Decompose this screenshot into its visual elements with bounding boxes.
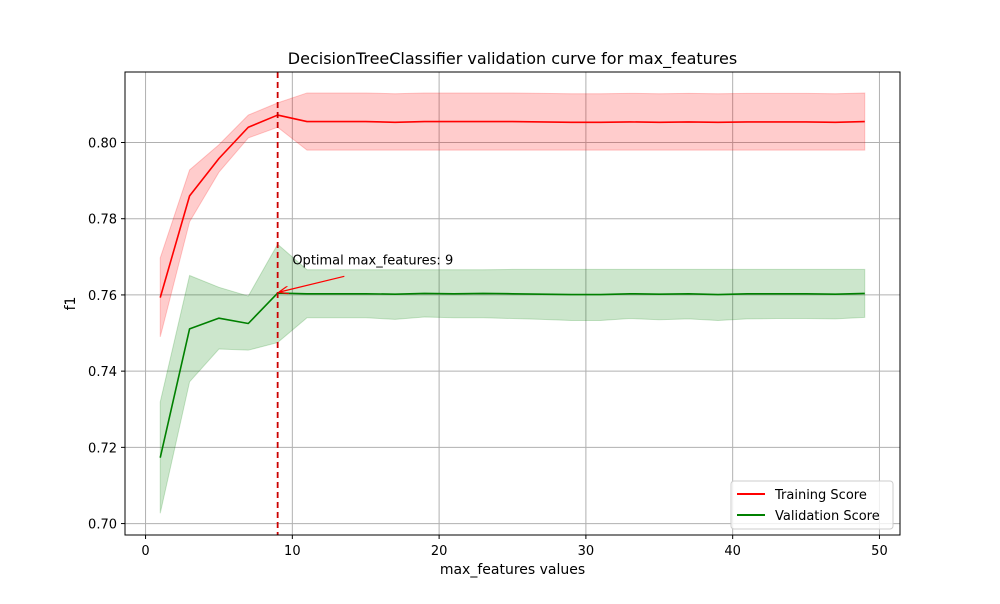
confidence-bands <box>159 92 866 514</box>
grid <box>125 72 900 535</box>
chart-title: DecisionTreeClassifier validation curve … <box>288 49 737 69</box>
x-tick-label: 30 <box>578 544 595 559</box>
training-score-band <box>159 92 866 337</box>
x-tick-label: 40 <box>724 544 741 559</box>
legend-label-validation: Validation Score <box>775 509 880 524</box>
legend-label-training: Training Score <box>774 488 867 503</box>
annotation-text: Optimal max_features: 9 <box>292 253 453 268</box>
y-axis-label: f1 <box>63 297 79 311</box>
x-axis-label: max_features values <box>440 562 585 578</box>
y-tick-label: 0.70 <box>88 518 117 533</box>
y-tick-label: 0.74 <box>88 365 117 380</box>
y-tick-label: 0.80 <box>88 136 117 151</box>
annotation-arrow <box>280 275 345 292</box>
axes-frame <box>124 71 901 536</box>
x-tick-label: 10 <box>284 544 301 559</box>
validation-score-band <box>159 243 866 514</box>
x-tick-label: 20 <box>431 544 448 559</box>
x-tick-label: 50 <box>871 544 888 559</box>
y-tick-label: 0.76 <box>88 289 117 304</box>
x-tick-label: 0 <box>141 544 149 559</box>
axis-ticks: 0 10 20 30 40 50 0.70 0.72 0.74 0.76 0.78 0.80 <box>88 136 888 559</box>
legend-box <box>730 480 894 530</box>
annotation: Optimal max_features: 9 <box>280 253 453 292</box>
y-tick-label: 0.78 <box>88 213 117 228</box>
legend: Training Score Validation Score <box>730 480 894 530</box>
y-tick-label: 0.72 <box>88 441 117 456</box>
